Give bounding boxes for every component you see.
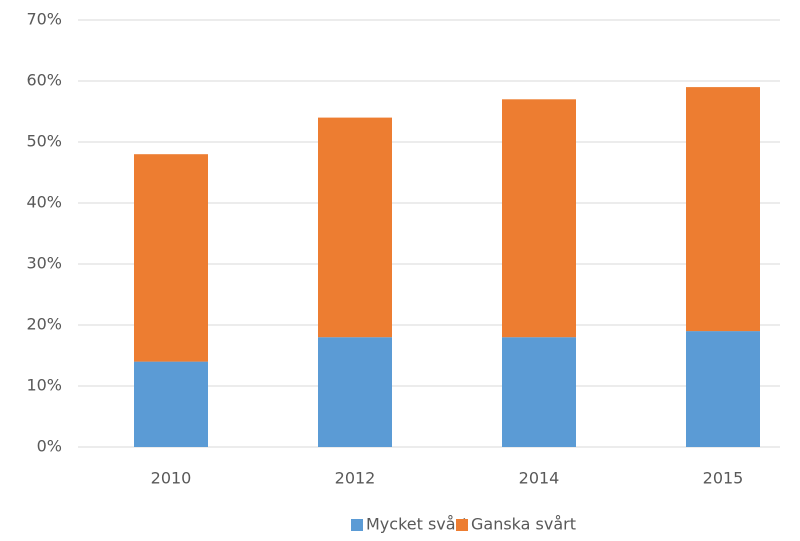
bar-segment (134, 361, 208, 447)
legend-label: Ganska svårt (471, 515, 576, 534)
bar-segment (502, 337, 576, 447)
x-tick-label: 2015 (703, 469, 744, 488)
y-tick-label: 10% (26, 376, 62, 395)
y-tick-label: 40% (26, 193, 62, 212)
legend-swatch (456, 519, 468, 531)
bar-segment (502, 99, 576, 338)
legend-label: Mycket svårt (366, 515, 468, 534)
bar-segment (686, 331, 760, 447)
x-tick-label: 2012 (335, 469, 376, 488)
x-tick-label: 2014 (519, 469, 560, 488)
y-tick-label: 20% (26, 315, 62, 334)
legend-swatch (351, 519, 363, 531)
bar-segment (318, 117, 392, 338)
x-tick-label: 2010 (151, 469, 192, 488)
y-tick-label: 30% (26, 254, 62, 273)
y-tick-label: 60% (26, 71, 62, 90)
y-tick-label: 50% (26, 132, 62, 151)
bar-segment (134, 154, 208, 362)
y-tick-label: 0% (37, 437, 62, 456)
bar-segment (686, 87, 760, 332)
bar-segment (318, 337, 392, 447)
y-tick-label: 70% (26, 10, 62, 29)
